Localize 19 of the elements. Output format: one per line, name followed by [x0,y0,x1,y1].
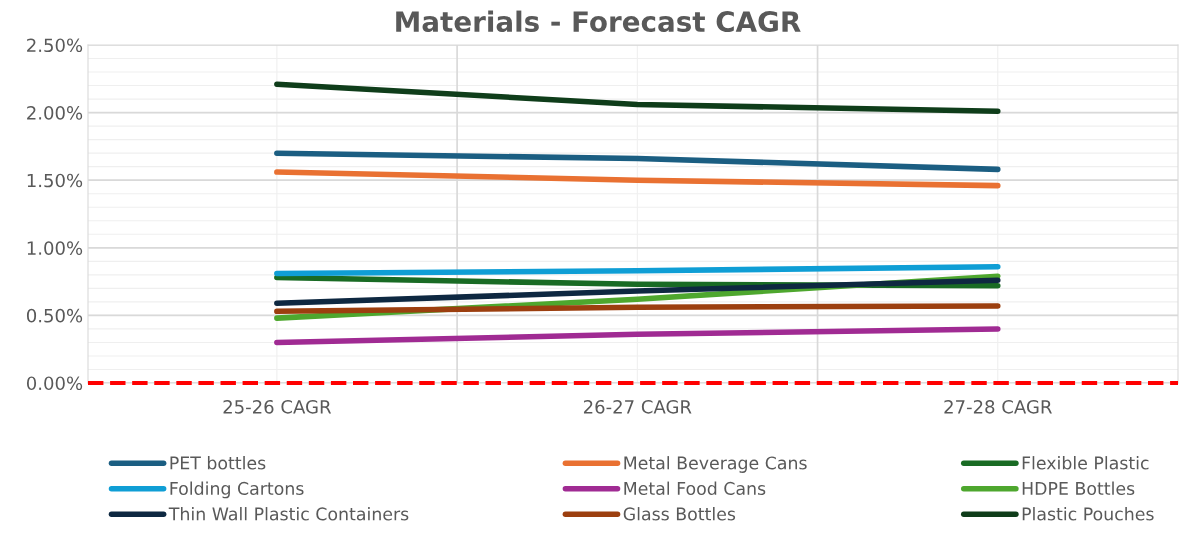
chart-title: Materials - Forecast CAGR [396,10,801,33]
legend-label: Glass Bottles [623,507,736,521]
legend-label: HDPE Bottles [1022,481,1135,496]
legend-label: Flexible Plastic [1022,456,1149,470]
y-tick-label: 0.50% [26,308,83,323]
x-tick-label: 25-26 CAGR [223,399,332,414]
legend-label: Plastic Pouches [1022,507,1154,521]
legend-label: Metal Beverage Cans [624,456,807,473]
legend-label: Metal Food Cans [624,481,766,496]
y-tick-label: 1.50% [27,173,83,188]
legend-label: PET bottles [170,456,266,470]
y-tick-label: 1.00% [27,241,83,255]
y-tick-label: 2.00% [27,106,83,120]
y-tick-label: 2.50% [27,38,83,53]
x-tick-label: 27-28 CAGR [944,399,1052,414]
y-tick-label: 0.00% [26,376,83,391]
legend-label: Folding Cartons [170,481,304,499]
x-tick-label: 26-27 CAGR [583,399,692,414]
legend-label: Thin Wall Plastic Containers [168,507,409,521]
